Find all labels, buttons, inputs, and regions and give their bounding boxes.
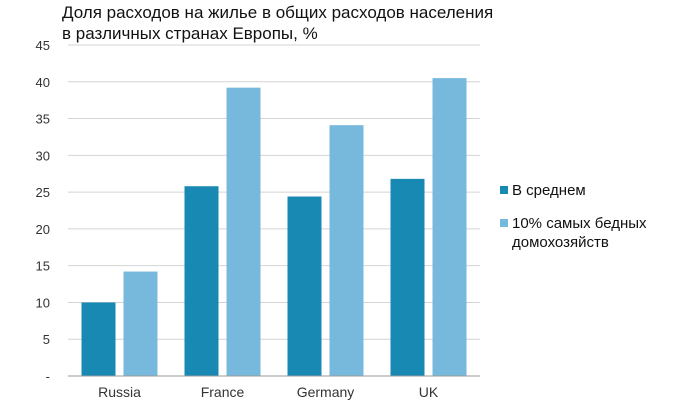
bar-poorest-uk [432, 78, 467, 376]
bar-average-france [184, 186, 219, 376]
bar-poorest-france [226, 87, 261, 376]
bar-average-uk [390, 178, 425, 376]
chart-title: Доля расходов на жилье в общих расходов … [62, 2, 662, 44]
y-tick-label: - [46, 369, 50, 384]
y-tick-label: 20 [36, 222, 50, 237]
chart-title-line-1: Доля расходов на жилье в общих расходов … [62, 3, 494, 22]
y-tick-label: 10 [36, 295, 50, 310]
y-tick-label: 40 [36, 75, 50, 90]
y-tick-label: 5 [43, 332, 50, 347]
y-tick-label: 25 [36, 185, 50, 200]
legend-label-poorest: 10% самых бедных домохозяйств [512, 215, 647, 251]
x-tick-label: Russia [98, 384, 141, 400]
y-tick-label: 15 [36, 259, 50, 274]
x-tick-label: France [201, 384, 245, 400]
bar-poorest-germany [329, 125, 364, 376]
bar-poorest-russia [123, 271, 158, 376]
bar-average-germany [287, 196, 322, 376]
legend-swatch-average [500, 186, 508, 194]
legend-label-average: В среднем [512, 182, 586, 199]
x-tick-label: UK [419, 384, 439, 400]
x-tick-label: Germany [297, 384, 355, 400]
y-tick-label: 45 [36, 38, 50, 53]
chart-title-line-2: в различных странах Европы, % [62, 24, 318, 43]
y-tick-label: 30 [36, 148, 50, 163]
legend-swatch-poorest [500, 219, 508, 227]
legend: В среднем 10% самых бедных домохозяйств [500, 181, 676, 266]
y-tick-label: 35 [36, 112, 50, 127]
axes: - 5 10 15 20 25 30 35 40 45 Russia France Germany UK [36, 38, 480, 400]
legend-item-poorest: 10% самых бедных домохозяйств [500, 214, 676, 252]
legend-item-average: В среднем [500, 181, 676, 200]
bars [81, 78, 467, 376]
bar-average-russia [81, 302, 116, 376]
